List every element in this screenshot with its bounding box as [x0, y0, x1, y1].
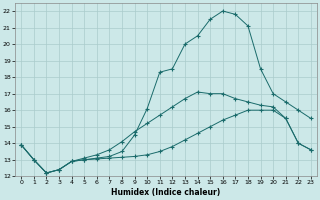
X-axis label: Humidex (Indice chaleur): Humidex (Indice chaleur): [111, 188, 221, 197]
